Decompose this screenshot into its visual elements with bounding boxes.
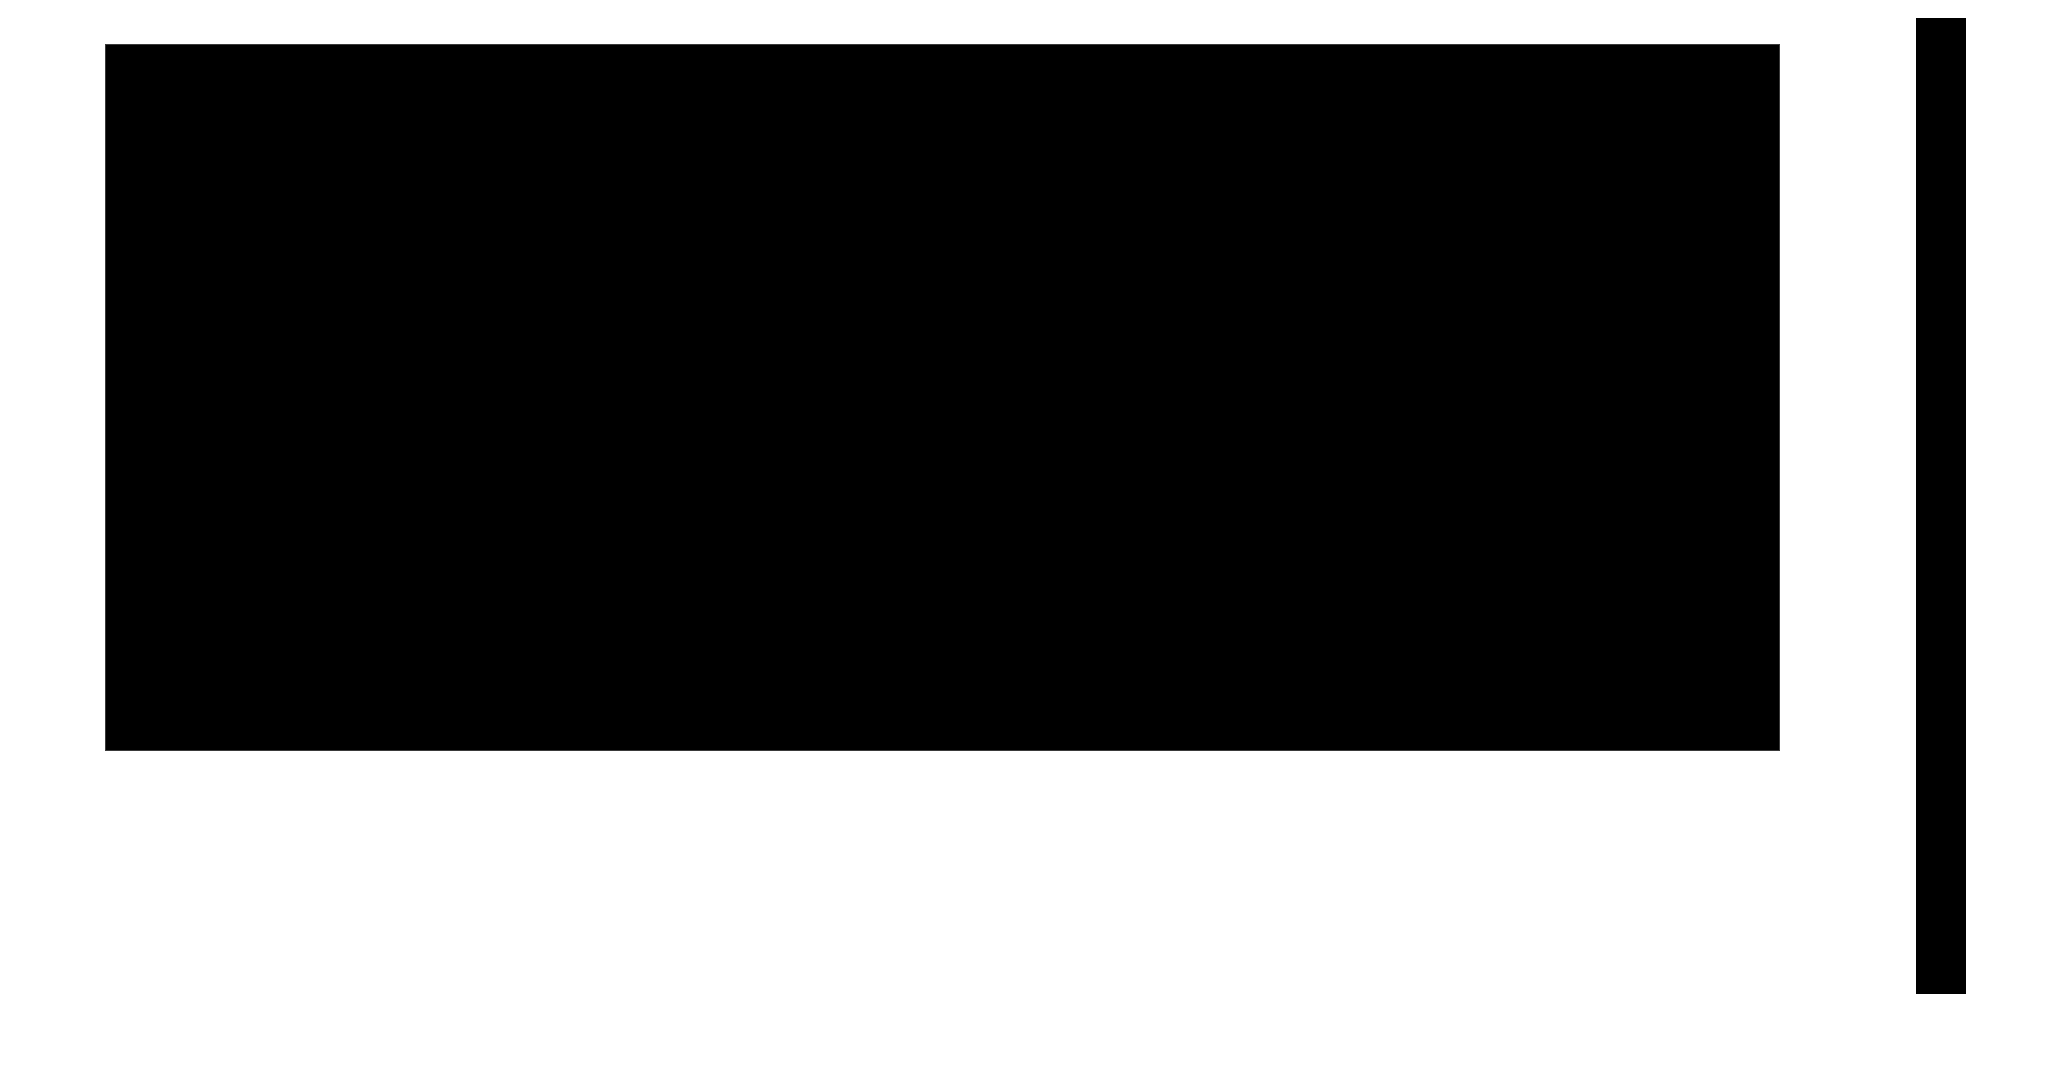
- spectrogram-plot-area[interactable]: [105, 44, 1780, 751]
- spectrogram-image: [106, 45, 1779, 750]
- colorbar[interactable]: [1916, 18, 1966, 994]
